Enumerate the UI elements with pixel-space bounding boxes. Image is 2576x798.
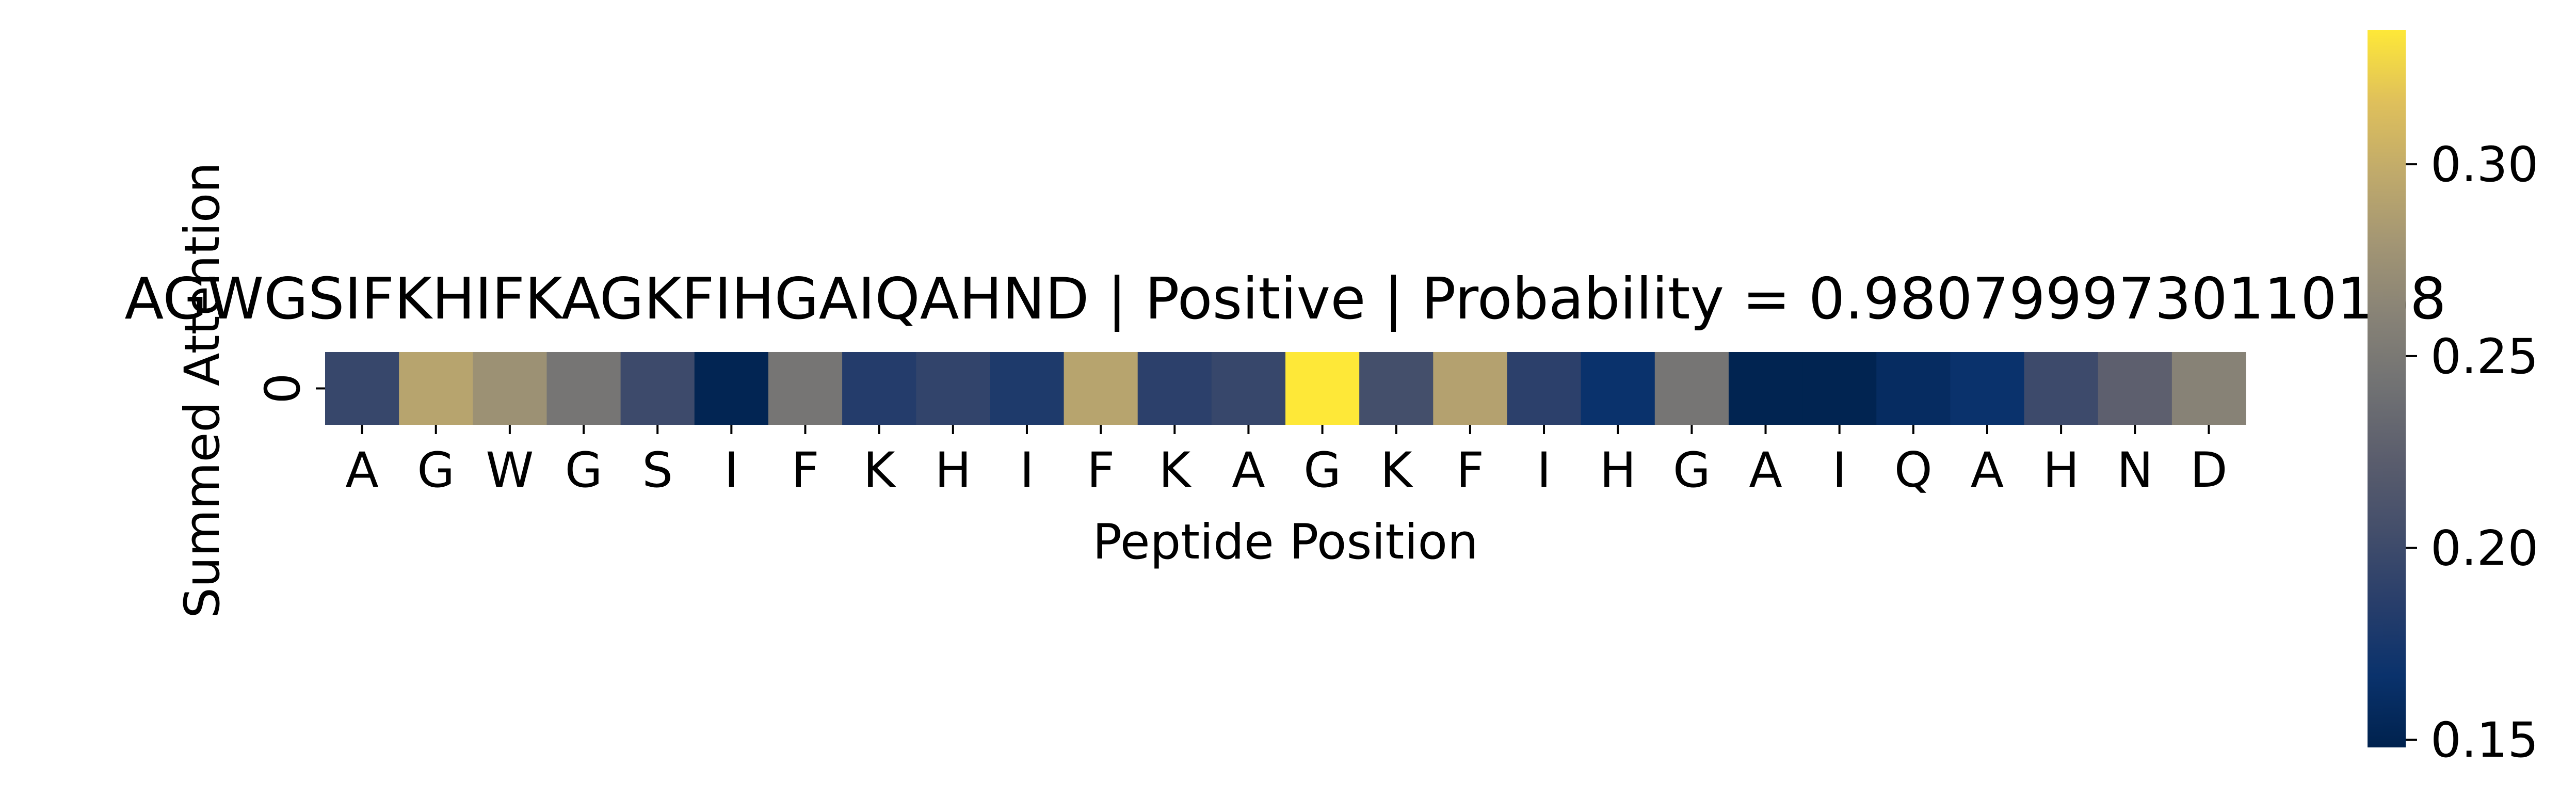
heatmap-cell [2098, 352, 2172, 425]
x-tick-label: D [2190, 442, 2227, 499]
heatmap-cell [473, 352, 548, 425]
heatmap-cell [2171, 352, 2246, 425]
heatmap-cell [1950, 352, 2025, 425]
x-tick-label: F [791, 442, 819, 499]
heatmap-cell [1581, 352, 1655, 425]
colorbar-tick-label: 0.30 [2430, 137, 2538, 193]
x-tick-label: H [935, 442, 971, 499]
heatmap-cells [325, 352, 2246, 425]
heatmap-cell [1359, 352, 1434, 425]
heatmap-cell [546, 352, 621, 425]
heatmap-cell [1654, 352, 1729, 425]
heatmap-cell [2024, 352, 2099, 425]
x-tick-label: N [2117, 442, 2153, 499]
heatmap-cell [1507, 352, 1582, 425]
heatmap-cell [1137, 352, 1212, 425]
x-tick-label: A [1749, 442, 1782, 499]
x-tick-label: K [863, 442, 896, 499]
colorbar [2368, 30, 2406, 747]
heatmap-cell [399, 352, 473, 425]
x-tick-label: K [1380, 442, 1413, 499]
colorbar-tick-label: 0.15 [2430, 712, 2538, 769]
colorbar-tick-label: 0.25 [2430, 329, 2538, 385]
x-axis-label: Peptide Position [1092, 514, 1478, 570]
x-tick-label: A [1971, 442, 2004, 499]
x-tick-label: H [1600, 442, 1636, 499]
heatmap-cell [1728, 352, 1803, 425]
heatmap-cell [768, 352, 843, 425]
x-tick-label: Q [1894, 442, 1933, 499]
heatmap-cell [916, 352, 990, 425]
x-tick-label: F [1456, 442, 1484, 499]
heatmap-cell [325, 352, 399, 425]
x-tick-label: I [1020, 442, 1034, 499]
heatmap-cell [842, 352, 916, 425]
colorbar-ticks: 0.15 0.20 0.25 0.30 [2406, 137, 2538, 769]
x-tick-label: I [724, 442, 738, 499]
x-tick-label: K [1158, 442, 1192, 499]
x-tick-label: G [1303, 442, 1341, 499]
heatmap-cell [1802, 352, 1877, 425]
heatmap-cell [1211, 352, 1286, 425]
y-tick-label: 0 [255, 373, 311, 404]
x-tick-label: I [1537, 442, 1551, 499]
heatmap-cell [1876, 352, 1951, 425]
x-tick-label: G [417, 442, 455, 499]
colorbar-tick-label: 0.20 [2430, 520, 2538, 577]
x-tick-label: W [486, 442, 534, 499]
y-axis-label: Summed Attention [174, 162, 231, 618]
heatmap-cell [694, 352, 769, 425]
x-tick-label: I [1832, 442, 1847, 499]
x-tick-label: G [565, 442, 603, 499]
x-tick-label: A [1232, 442, 1265, 499]
x-tick-label: S [642, 442, 673, 499]
y-tick-labels: 0 [255, 373, 325, 404]
heatmap-cell [1285, 352, 1360, 425]
x-tick-label: G [1673, 442, 1711, 499]
heatmap-cell [620, 352, 695, 425]
heatmap-cell [1433, 352, 1508, 425]
chart-title: AGWGSIFKHIFKAGKFIHGAIQAHND | Positive | … [124, 266, 2446, 332]
heatmap-cell [990, 352, 1065, 425]
heatmap-cell [1064, 352, 1138, 425]
x-tick-label: H [2043, 442, 2080, 499]
x-tick-label: F [1087, 442, 1115, 499]
x-tick-label: A [345, 442, 378, 499]
